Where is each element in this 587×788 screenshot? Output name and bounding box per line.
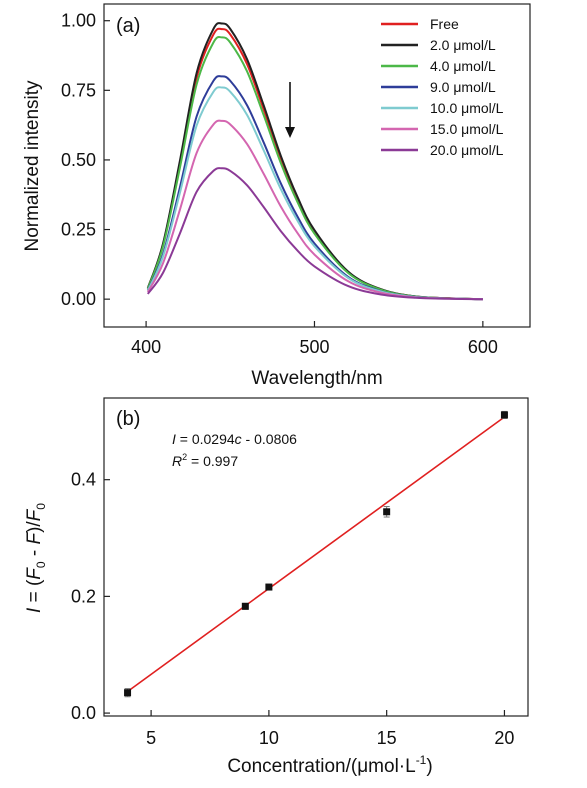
- panel-a-y-title: Normalized intensity: [22, 80, 43, 252]
- legend-label: 20.0 μmol/L: [430, 142, 504, 158]
- panel-a-x-axis: 400 500 600: [131, 321, 498, 357]
- legend-label: Free: [430, 16, 459, 32]
- legend-label: 2.0 μmol/L: [430, 37, 496, 53]
- panel-b-data-points: [124, 410, 508, 698]
- panel-a-x-title: Wavelength/nm: [251, 368, 382, 389]
- legend-label: 4.0 μmol/L: [430, 58, 496, 74]
- series-line-5: [146, 119, 483, 301]
- panel-a-y-tick-label: 0.50: [61, 150, 96, 170]
- legend-label: 15.0 μmol/L: [430, 121, 504, 137]
- panel-b-label: (b): [116, 408, 140, 430]
- panel-a-y-tick-label: 1.00: [61, 11, 96, 31]
- panel-a-y-tick-label: 0.75: [61, 80, 96, 100]
- legend-label: 9.0 μmol/L: [430, 79, 496, 95]
- panel-b-x-tick-label: 20: [494, 728, 514, 748]
- data-point: [500, 411, 508, 419]
- panel-a-x-tick-label: 400: [131, 337, 161, 357]
- data-point: [241, 602, 249, 610]
- panel-b: (b) 0.0 0.2 0.4 5 10 15 20 I = 0.0294c - 0.08…: [24, 397, 529, 777]
- panel-b-x-title: Concentration/(μmol·L-1): [227, 753, 432, 777]
- fit-equation: I = 0.0294c - 0.0806: [172, 431, 297, 447]
- panel-b-x-axis: 5 10 15 20: [146, 710, 514, 748]
- data-point: [383, 508, 391, 516]
- series-line-6: [146, 167, 483, 301]
- panel-b-x-tick-label: 10: [259, 728, 279, 748]
- panel-a-label: (a): [116, 15, 140, 37]
- panel-b-y-title: I = (F0 - F)/F0: [24, 503, 48, 613]
- panel-b-x-tick-label: 5: [146, 728, 156, 748]
- series-line-2: [146, 35, 483, 301]
- data-point: [265, 583, 273, 591]
- r-squared: R2 = 0.997: [172, 452, 238, 469]
- panel-a-x-tick-label: 600: [468, 337, 498, 357]
- panel-b-y-tick-label: 0.0: [71, 703, 96, 723]
- panel-a: (a) 0.00 0.25 0.50 0.75 1.00 400 500 600 Free 2…: [22, 3, 531, 389]
- fit-line: [127, 416, 505, 693]
- legend-label: 10.0 μmol/L: [430, 100, 504, 116]
- panel-b-frame: [103, 397, 529, 717]
- panel-a-series-lines: [146, 22, 483, 301]
- panel-a-y-tick-label: 0.25: [61, 220, 96, 240]
- panel-a-legend: Free 2.0 μmol/L 4.0 μmol/L 9.0 μmol/L 10.0 μ…: [381, 16, 504, 158]
- panel-a-y-axis: 0.00 0.25 0.50 0.75 1.00: [61, 11, 110, 309]
- panel-a-frame: [103, 3, 531, 328]
- panel-a-x-tick-label: 500: [299, 337, 329, 357]
- data-point: [124, 689, 132, 697]
- panel-b-y-axis: 0.0 0.2 0.4: [71, 470, 110, 723]
- panel-b-x-tick-label: 15: [377, 728, 397, 748]
- panel-b-y-tick-label: 0.2: [71, 586, 96, 606]
- panel-b-y-tick-label: 0.4: [71, 470, 96, 490]
- decrease-arrow: [285, 82, 295, 138]
- panel-a-y-tick-label: 0.00: [61, 289, 96, 309]
